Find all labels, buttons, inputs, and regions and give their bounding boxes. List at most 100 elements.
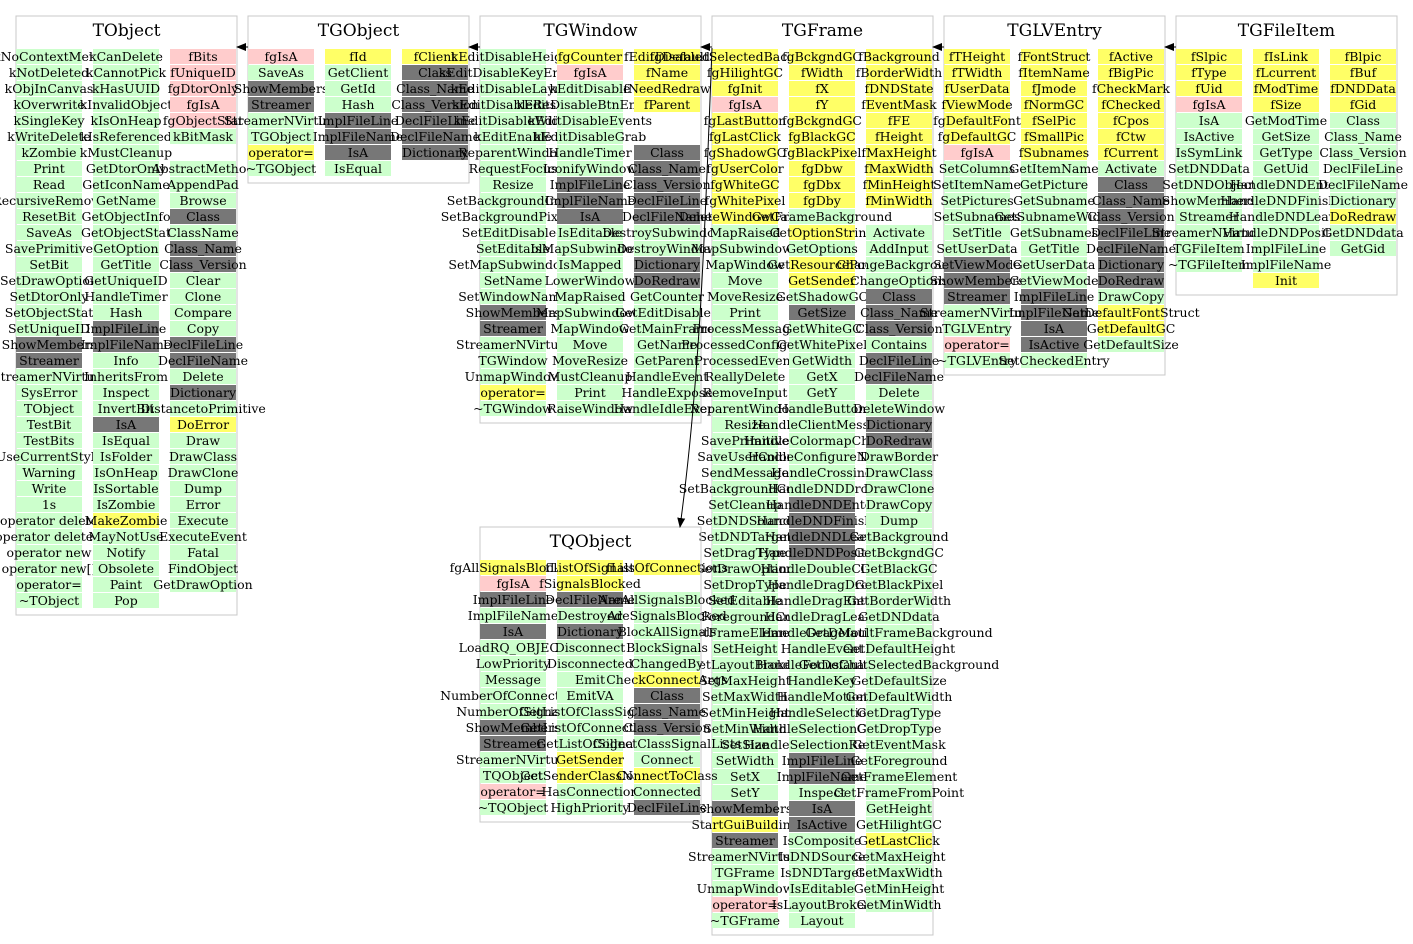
member-cell-bg xyxy=(93,529,159,544)
member-cell-bg xyxy=(634,353,700,368)
member-cell-bg xyxy=(634,161,700,176)
member-cell-bg xyxy=(480,49,546,64)
member-label: HandleEvent xyxy=(626,369,708,384)
member-cell-bg xyxy=(170,529,236,544)
member-cell-bg xyxy=(866,721,932,736)
member-cell-bg xyxy=(866,65,932,80)
member-label: GetSubnames xyxy=(1010,225,1098,240)
member-label: IsEditable xyxy=(558,225,622,240)
member-cell-bg xyxy=(944,241,1010,256)
member-label: SetWindowName xyxy=(458,289,568,304)
member-label: GetMinWidth xyxy=(857,897,942,912)
member-label: fSmallPic xyxy=(1024,129,1084,144)
member-cell-bg xyxy=(557,129,623,144)
member-cell-bg xyxy=(170,209,236,224)
member-cell-bg xyxy=(1098,225,1164,240)
member-cell-bg xyxy=(1021,257,1087,272)
member-cell-bg xyxy=(16,465,82,480)
member-label: FindObject xyxy=(168,561,238,576)
member-cell-bg xyxy=(1021,225,1087,240)
member-cell-bg xyxy=(557,209,623,224)
member-cell-bg xyxy=(789,849,855,864)
member-label: fEventMask xyxy=(861,97,937,112)
member-cell-bg xyxy=(789,417,855,432)
member-cell-bg xyxy=(866,145,932,160)
member-label: GetMinHeight xyxy=(854,881,945,896)
member-label: EmitVA xyxy=(566,688,614,703)
member-cell-bg xyxy=(93,593,159,608)
member-label: fgHilightGC xyxy=(707,65,783,80)
member-label: NumberOfConnections xyxy=(440,688,586,703)
member-cell-bg xyxy=(1253,225,1319,240)
class-box-tgframe: TGFramefgDefaultSelectedBackgroundfgHili… xyxy=(650,15,999,936)
member-cell-bg xyxy=(944,321,1010,336)
member-cell-bg xyxy=(789,593,855,608)
member-cell-bg xyxy=(93,145,159,160)
member-cell-bg xyxy=(480,161,546,176)
member-label: CheckConnectArgs xyxy=(606,672,728,687)
member-cell-bg xyxy=(866,305,932,320)
member-label: Delete xyxy=(182,369,223,384)
member-label: Resize xyxy=(492,177,533,192)
member-label: Message xyxy=(485,672,541,687)
member-cell-bg xyxy=(1098,97,1164,112)
member-cell-bg xyxy=(712,641,778,656)
member-label: AreSignalsBlocked xyxy=(606,608,727,623)
member-label: ShowMembers xyxy=(930,273,1025,288)
member-cell-bg xyxy=(1021,129,1087,144)
member-cell-bg xyxy=(866,49,932,64)
member-label: ImplFileName xyxy=(1241,257,1332,272)
member-cell-bg xyxy=(248,97,314,112)
member-cell-bg xyxy=(866,785,932,800)
member-cell-bg xyxy=(634,145,700,160)
member-cell-bg xyxy=(248,161,314,176)
member-label: fType xyxy=(1191,65,1226,80)
member-label: GetOptionString xyxy=(770,225,875,240)
member-cell-bg xyxy=(944,49,1010,64)
member-label: DoRedraw xyxy=(866,433,933,448)
member-label: fClient xyxy=(414,49,457,64)
member-cell-bg xyxy=(1021,193,1087,208)
member-label: GetSubname xyxy=(1013,193,1095,208)
member-label: StreamerNVirtual xyxy=(920,305,1034,320)
member-cell-bg xyxy=(480,257,546,272)
member-label: GetMaxHeight xyxy=(852,849,945,864)
member-label: RaiseWindow xyxy=(547,401,633,416)
member-label: IconifyWindow xyxy=(543,161,637,176)
member-label: DistancetoPrimitive xyxy=(140,401,266,416)
member-label: ReparentWindow xyxy=(458,145,568,160)
member-label: GetListOfConnections xyxy=(520,720,660,735)
member-cell-bg xyxy=(1253,97,1319,112)
member-cell-bg xyxy=(93,369,159,384)
member-cell-bg xyxy=(944,97,1010,112)
member-cell-bg xyxy=(248,129,314,144)
member-cell-bg xyxy=(789,81,855,96)
member-label: ChangeOptions xyxy=(850,273,948,288)
member-cell-bg xyxy=(866,849,932,864)
member-cell-bg xyxy=(1098,241,1164,256)
member-label: fgDtorOnly xyxy=(168,81,239,96)
member-label: Move xyxy=(728,273,763,288)
member-label: operator= xyxy=(16,577,81,592)
member-cell-bg xyxy=(557,177,623,192)
member-label: Dump xyxy=(184,481,222,496)
member-cell-bg xyxy=(866,529,932,544)
member-label: IsOnHeap xyxy=(94,465,157,480)
member-cell-bg xyxy=(1021,145,1087,160)
member-cell-bg xyxy=(866,289,932,304)
member-cell-bg xyxy=(93,241,159,256)
member-cell-bg xyxy=(480,800,546,815)
member-cell-bg xyxy=(1021,81,1087,96)
member-cell-bg xyxy=(93,129,159,144)
class-box-tgobject: TGObject fgIsASaveAsShowMembersStreamerSt… xyxy=(224,15,480,184)
member-label: DeclFileLine xyxy=(1323,161,1403,176)
member-label: fgBlackPixel xyxy=(783,145,862,160)
member-cell-bg xyxy=(944,273,1010,288)
member-label: SaveUserColor xyxy=(697,449,792,464)
member-label: HandleDNDLeave xyxy=(765,529,879,544)
member-cell-bg xyxy=(789,833,855,848)
member-label: SetDtorOnly xyxy=(10,289,90,304)
member-cell-bg xyxy=(93,161,159,176)
member-cell-bg xyxy=(1098,161,1164,176)
member-cell-bg xyxy=(93,193,159,208)
